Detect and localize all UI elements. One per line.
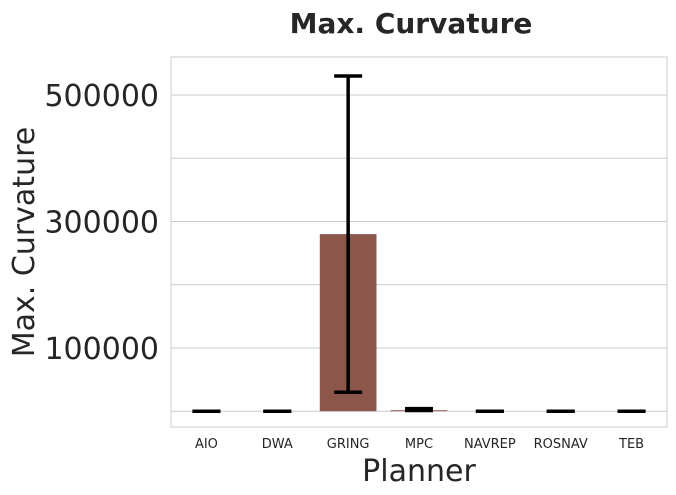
bars bbox=[319, 234, 448, 412]
x-tick-label: MPC bbox=[405, 437, 433, 452]
x-tick-label: TEB bbox=[618, 437, 644, 452]
y-axis-label: Max. Curvature bbox=[7, 127, 42, 357]
error-bars bbox=[192, 74, 646, 413]
grid bbox=[171, 94, 667, 412]
x-axis-label: Planner bbox=[362, 454, 476, 489]
x-tick-label: GRING bbox=[327, 437, 370, 452]
y-tick-label: 300000 bbox=[44, 205, 159, 240]
x-ticks: AIO DWA GRING MPC NAVREP ROSNAV TEB bbox=[195, 437, 644, 452]
x-tick-label: DWA bbox=[262, 437, 293, 452]
x-tick-label: NAVREP bbox=[464, 437, 516, 452]
x-tick-label: AIO bbox=[195, 437, 218, 452]
chart-title: Max. Curvature bbox=[290, 7, 533, 40]
y-tick-label: 100000 bbox=[44, 332, 159, 367]
y-ticks: 100000 300000 500000 bbox=[44, 79, 159, 367]
plot-frame bbox=[170, 56, 668, 428]
y-tick-label: 500000 bbox=[44, 79, 159, 114]
x-tick-label: ROSNAV bbox=[534, 437, 588, 452]
